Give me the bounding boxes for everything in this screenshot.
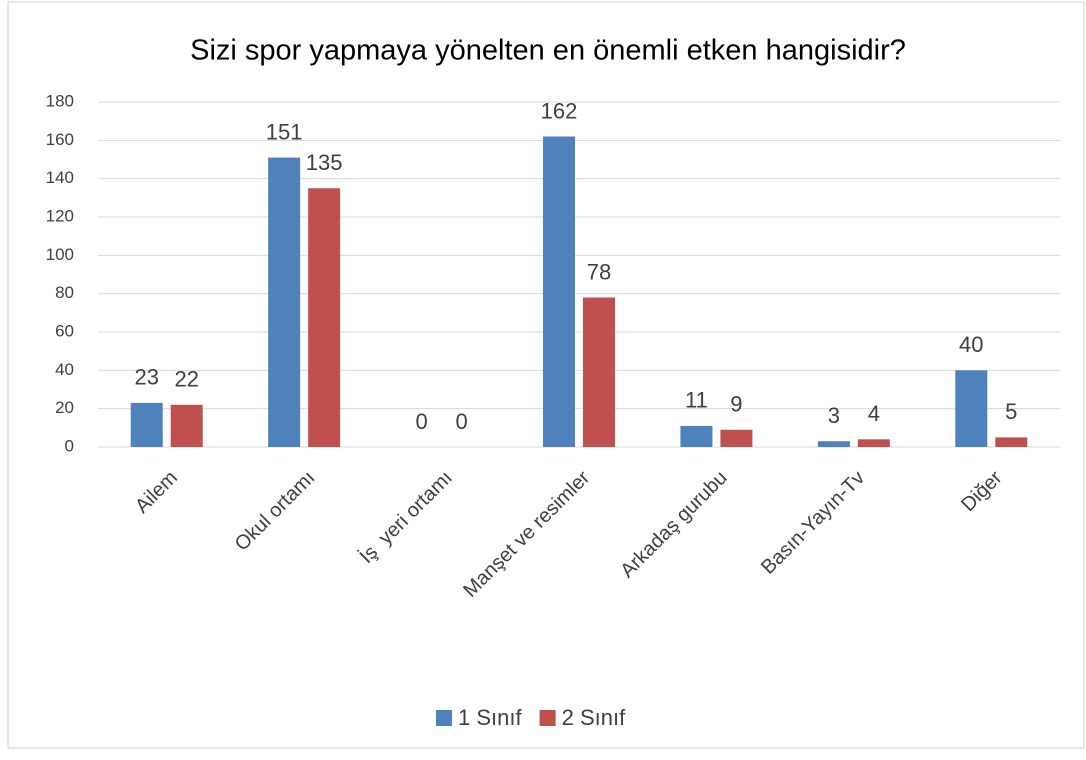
data-label: 3 bbox=[828, 403, 840, 428]
data-label: 23 bbox=[134, 365, 158, 390]
data-label: 22 bbox=[174, 367, 198, 392]
bar bbox=[680, 425, 713, 447]
legend-label: 1 Sınıf bbox=[458, 705, 522, 730]
data-label: 135 bbox=[306, 150, 343, 175]
data-label: 40 bbox=[959, 332, 983, 357]
bar bbox=[308, 188, 341, 447]
y-tick-label: 0 bbox=[65, 436, 74, 455]
bar bbox=[170, 404, 203, 447]
chart-title: Sizi spor yapmaya yönelten en önemli etk… bbox=[190, 35, 906, 67]
bar bbox=[955, 370, 988, 447]
y-tick-label: 120 bbox=[46, 206, 74, 225]
data-label: 5 bbox=[1005, 399, 1017, 424]
bar bbox=[268, 157, 301, 448]
data-label: 151 bbox=[266, 119, 303, 144]
y-tick-label: 60 bbox=[55, 321, 74, 340]
y-tick-label: 100 bbox=[46, 245, 74, 264]
legend-swatch bbox=[436, 710, 452, 726]
bar bbox=[583, 297, 615, 447]
y-tick-label: 20 bbox=[55, 398, 74, 417]
data-label: 4 bbox=[868, 401, 880, 426]
data-label: 0 bbox=[415, 409, 427, 434]
bar bbox=[817, 441, 850, 447]
legend-swatch bbox=[539, 710, 556, 726]
bar bbox=[995, 437, 1028, 447]
bar bbox=[857, 439, 890, 447]
y-tick-label: 180 bbox=[46, 91, 74, 110]
y-tick-label: 40 bbox=[55, 360, 74, 379]
y-tick-label: 160 bbox=[46, 130, 74, 149]
data-label: 78 bbox=[587, 259, 611, 284]
data-label: 162 bbox=[541, 98, 578, 123]
data-label: 0 bbox=[455, 409, 467, 434]
legend-label: 2 Sınıf bbox=[562, 705, 626, 730]
data-label: 11 bbox=[685, 388, 708, 413]
y-tick-label: 140 bbox=[46, 168, 74, 187]
bar bbox=[130, 402, 163, 447]
bar bbox=[543, 136, 575, 447]
y-tick-label: 80 bbox=[55, 283, 74, 302]
bar bbox=[720, 429, 753, 447]
data-label: 9 bbox=[730, 392, 742, 417]
